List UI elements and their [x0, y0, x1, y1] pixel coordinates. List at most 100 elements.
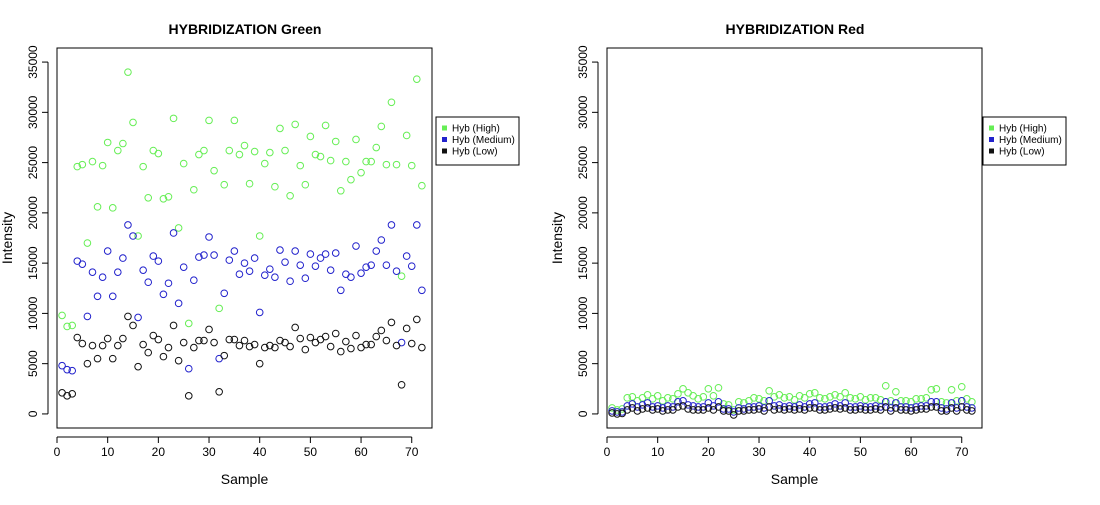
data-point	[674, 398, 682, 406]
data-point	[836, 393, 844, 401]
data-point	[790, 403, 799, 411]
data-point	[810, 399, 819, 407]
data-point	[658, 407, 667, 415]
x-tick-label: 30	[752, 445, 766, 459]
data-point	[159, 194, 168, 203]
data-point	[790, 406, 799, 414]
data-point	[347, 175, 355, 184]
x-tick-label: 60	[354, 445, 368, 459]
data-point	[968, 404, 976, 412]
data-point	[245, 342, 254, 351]
data-point	[694, 406, 703, 414]
data-point	[932, 398, 941, 406]
data-point	[826, 405, 834, 413]
data-point	[402, 131, 411, 140]
data-point	[124, 221, 132, 229]
data-point	[230, 247, 239, 255]
data-point	[58, 361, 66, 370]
series-3	[58, 312, 426, 400]
data-point	[704, 384, 713, 393]
data-point	[250, 254, 259, 262]
x-tick-label: 20	[152, 445, 166, 459]
series-2	[608, 397, 976, 416]
data-point	[382, 160, 391, 169]
data-point	[103, 334, 112, 343]
data-point	[418, 343, 426, 352]
data-point	[922, 405, 931, 413]
data-point	[169, 229, 178, 237]
data-point	[412, 221, 421, 229]
series-2	[58, 221, 426, 375]
data-point	[841, 399, 849, 407]
data-point	[907, 404, 915, 412]
data-point	[98, 161, 107, 170]
data-point	[392, 341, 401, 350]
data-point	[810, 389, 819, 397]
data-point	[291, 120, 299, 129]
y-tick-label: 10000	[576, 296, 590, 330]
data-point	[296, 334, 305, 343]
data-point	[831, 400, 839, 408]
data-point	[205, 233, 213, 241]
data-point	[225, 335, 234, 344]
y-tick-label: 25000	[26, 146, 40, 180]
data-point	[623, 402, 632, 410]
data-point	[942, 399, 951, 407]
data-point	[68, 390, 77, 398]
data-point	[866, 394, 875, 402]
data-point	[144, 278, 153, 287]
data-point	[220, 351, 229, 360]
data-point	[88, 157, 97, 166]
data-point	[88, 341, 97, 350]
series-1	[58, 68, 426, 331]
data-point	[164, 343, 173, 352]
data-point	[719, 407, 728, 415]
data-point	[134, 232, 142, 240]
data-point	[755, 405, 763, 413]
data-point	[195, 253, 203, 261]
data-point	[897, 397, 905, 405]
data-point	[407, 262, 416, 270]
y-axis-label: Intensity	[0, 212, 15, 264]
data-point	[653, 405, 662, 413]
data-point	[709, 392, 718, 400]
data-point	[260, 271, 269, 279]
x-tick-label: 10	[101, 445, 115, 459]
series-3	[608, 402, 976, 419]
data-point	[952, 407, 961, 415]
data-point	[377, 326, 386, 335]
data-point	[392, 160, 401, 169]
data-point	[271, 343, 279, 352]
legend-swatch	[442, 148, 447, 154]
data-point	[266, 341, 274, 350]
data-point	[184, 364, 193, 373]
data-point	[266, 148, 274, 157]
data-point	[714, 383, 723, 392]
y-tick-label: 35000	[26, 45, 40, 79]
data-point	[306, 132, 315, 141]
data-point	[664, 406, 672, 414]
data-point	[255, 308, 264, 317]
data-point	[311, 262, 320, 270]
data-point	[240, 336, 249, 345]
data-point	[765, 387, 773, 395]
data-point	[785, 402, 794, 410]
data-point	[392, 267, 401, 275]
data-point	[190, 343, 198, 352]
data-point	[734, 407, 743, 415]
data-point	[876, 403, 885, 411]
data-point	[331, 137, 340, 146]
data-point	[957, 397, 966, 405]
data-point	[608, 409, 616, 417]
y-tick-label: 5000	[26, 350, 40, 377]
data-point	[689, 406, 697, 414]
data-point	[851, 395, 860, 403]
data-point	[230, 335, 239, 344]
legend-box	[982, 116, 1067, 166]
data-point	[93, 292, 102, 301]
data-point	[119, 334, 127, 343]
x-tick-label: 40	[253, 445, 267, 459]
data-point	[372, 143, 381, 152]
data-point	[190, 276, 198, 285]
data-point	[271, 182, 279, 191]
